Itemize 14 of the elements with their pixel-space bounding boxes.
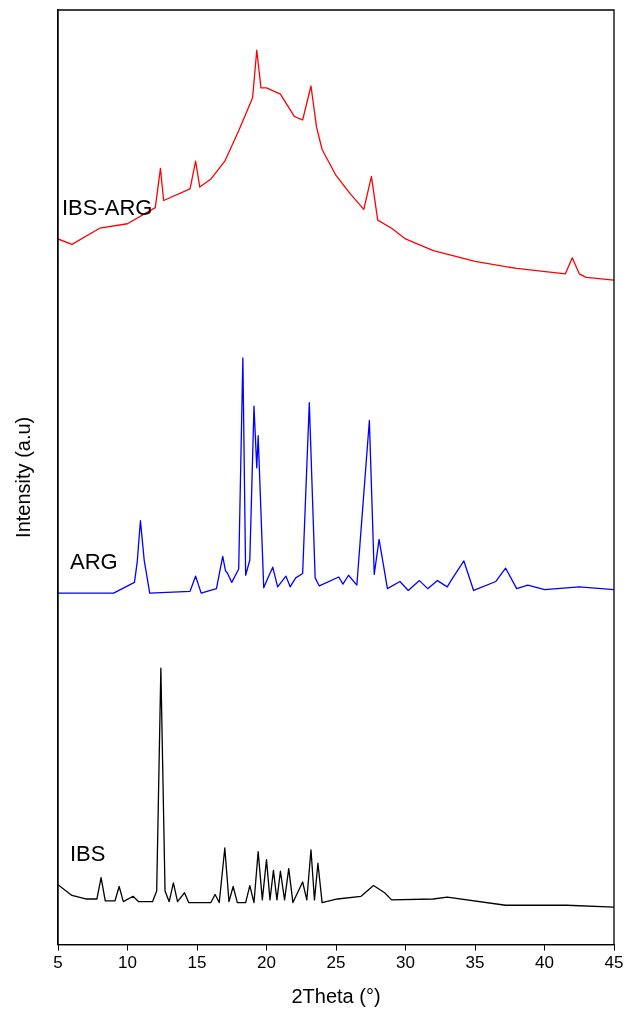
x-tick-label: 20 (257, 953, 276, 973)
y-axis-title: Intensity (a.u) (11, 416, 34, 538)
series-label: IBS (70, 840, 106, 866)
x-tick-label: 25 (326, 953, 346, 973)
x-axis-title: 2Theta (°) (291, 984, 381, 1007)
x-tick-label: 35 (465, 953, 485, 973)
x-tick-label: 30 (396, 953, 415, 973)
x-tick-label: 45 (604, 953, 624, 973)
series-label: IBS-ARG (62, 195, 153, 221)
x-tick-label: 15 (187, 953, 207, 973)
x-tick-label: 5 (53, 953, 63, 973)
series-label: ARG (70, 549, 118, 575)
x-tick-label: 40 (535, 953, 554, 973)
x-tick-label: 10 (118, 953, 137, 973)
